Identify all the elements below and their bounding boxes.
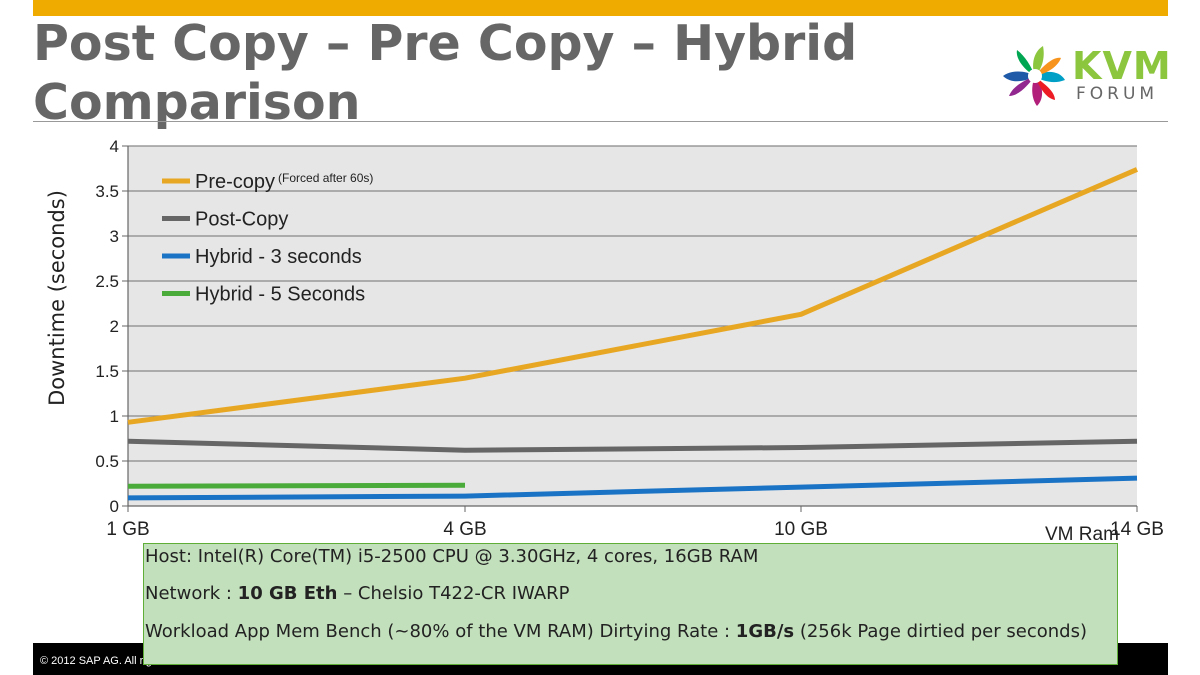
- y-tick-label-6: 3: [110, 227, 119, 246]
- network-adapter: – Chelsio T422-CR IWARP: [337, 583, 570, 604]
- series-line-1: [127, 438, 1138, 453]
- x-tick-label-3: 14 GB: [1110, 519, 1164, 540]
- logo-forum-text: FORUM: [1076, 84, 1159, 104]
- legend-note-0: (Forced after 60s): [278, 171, 373, 185]
- workload-detail: (256k Page dirtied per seconds): [794, 621, 1087, 642]
- y-tick-label-4: 2: [110, 317, 119, 336]
- axes: 0 0.5 1 1.5 2 2.5 3 3.5 4 1 GB 4 GB 10 GB 14 GB: [95, 137, 1164, 540]
- y-tick-label-7: 3.5: [95, 182, 119, 201]
- x-tick-label-1: 4 GB: [443, 519, 486, 540]
- host-info: Host: Intel(R) Core(TM) i5-2500 CPU @ 3.…: [145, 546, 759, 567]
- top-accent-bar: [33, 0, 1168, 16]
- title-divider: [33, 121, 1168, 122]
- legend-label-1: Post-Copy: [195, 209, 288, 231]
- network-info: Network : 10 GB Eth – Chelsio T422-CR IW…: [145, 583, 570, 604]
- network-label: Network :: [145, 583, 238, 604]
- network-speed: 10 GB Eth: [237, 583, 338, 604]
- kvm-flower-icon: [1003, 46, 1065, 106]
- y-tick-label-5: 2.5: [95, 272, 119, 291]
- legend-label-0: Pre-copy: [195, 171, 275, 193]
- kvm-forum-logo: KVM FORUM: [1000, 40, 1172, 110]
- series-line-2: [127, 475, 1138, 501]
- slide-title: Post Copy – Pre Copy – Hybrid Comparison: [33, 15, 858, 131]
- workload-info: Workload App Mem Bench (~80% of the VM R…: [145, 621, 1115, 643]
- x-tick-label-0: 1 GB: [106, 519, 149, 540]
- x-tick-label-2: 10 GB: [774, 519, 828, 540]
- y-tick-label-1: 0.5: [95, 452, 119, 471]
- y-tick-label-8: 4: [110, 137, 119, 156]
- y-axis-label: Downtime (seconds): [45, 190, 69, 406]
- y-tick-label-2: 1: [110, 407, 119, 426]
- gridlines: [128, 145, 1137, 462]
- dirtying-rate: 1GB/s: [735, 621, 795, 642]
- y-tick-label-3: 1.5: [95, 362, 119, 381]
- series-line-3: [127, 482, 466, 489]
- legend-label-3: Hybrid - 5 Seconds: [195, 284, 365, 306]
- downtime-line-chart: 0 0.5 1 1.5 2 2.5 3 3.5 4 1 GB 4 GB 10 GB 14 GB Pre-…: [45, 137, 1164, 545]
- y-tick-label-0: 0: [110, 497, 119, 516]
- legend: Pre-copy (Forced after 60s) Post-Copy Hybri…: [162, 171, 373, 306]
- x-axis-label: VM Ram: [1045, 524, 1119, 545]
- series-lines: [127, 167, 1138, 501]
- legend-label-2: Hybrid - 3 seconds: [195, 246, 362, 268]
- test-setup-box: Host: Intel(R) Core(TM) i5-2500 CPU @ 3.…: [143, 543, 1118, 665]
- series-line-0: [127, 167, 1138, 425]
- logo-kvm-text: KVM: [1072, 44, 1172, 88]
- workload-label: Workload App Mem Bench (~80% of the VM R…: [145, 621, 736, 642]
